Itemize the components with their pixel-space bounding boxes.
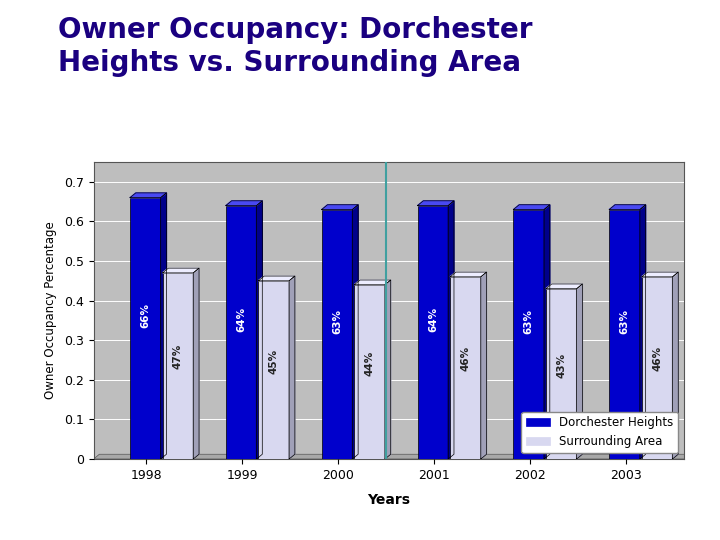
Polygon shape bbox=[163, 268, 199, 273]
Polygon shape bbox=[481, 272, 487, 459]
Text: 47%: 47% bbox=[173, 344, 183, 369]
FancyBboxPatch shape bbox=[418, 206, 449, 459]
FancyBboxPatch shape bbox=[226, 206, 256, 459]
Text: 46%: 46% bbox=[461, 346, 470, 372]
Polygon shape bbox=[642, 272, 678, 277]
FancyBboxPatch shape bbox=[450, 277, 481, 459]
Text: 45%: 45% bbox=[269, 348, 279, 374]
FancyBboxPatch shape bbox=[354, 285, 385, 459]
FancyBboxPatch shape bbox=[163, 273, 193, 459]
FancyBboxPatch shape bbox=[546, 289, 577, 459]
Polygon shape bbox=[672, 272, 678, 459]
Polygon shape bbox=[258, 276, 295, 281]
Text: 64%: 64% bbox=[428, 307, 438, 332]
Legend: Dorchester Heights, Surrounding Area: Dorchester Heights, Surrounding Area bbox=[521, 411, 678, 453]
X-axis label: Years: Years bbox=[367, 493, 410, 507]
Polygon shape bbox=[449, 201, 454, 459]
FancyBboxPatch shape bbox=[130, 198, 161, 459]
Polygon shape bbox=[289, 276, 295, 459]
Text: 63%: 63% bbox=[332, 309, 342, 334]
Polygon shape bbox=[544, 205, 550, 459]
FancyBboxPatch shape bbox=[642, 277, 672, 459]
Text: 44%: 44% bbox=[364, 350, 374, 376]
Y-axis label: Owner Occupancy Percentage: Owner Occupancy Percentage bbox=[44, 221, 57, 400]
Text: Owner Occupancy: Dorchester
Heights vs. Surrounding Area: Owner Occupancy: Dorchester Heights vs. … bbox=[58, 16, 532, 77]
Polygon shape bbox=[94, 454, 690, 459]
Polygon shape bbox=[546, 284, 582, 289]
Polygon shape bbox=[130, 193, 166, 198]
Text: 63%: 63% bbox=[620, 309, 629, 334]
Polygon shape bbox=[256, 201, 262, 459]
Polygon shape bbox=[385, 280, 391, 459]
Text: 66%: 66% bbox=[140, 303, 150, 328]
Polygon shape bbox=[513, 205, 550, 210]
Polygon shape bbox=[193, 268, 199, 459]
Text: 46%: 46% bbox=[652, 346, 662, 372]
Polygon shape bbox=[226, 201, 262, 206]
Polygon shape bbox=[577, 284, 582, 459]
FancyBboxPatch shape bbox=[513, 210, 544, 459]
Polygon shape bbox=[354, 280, 391, 285]
Text: 64%: 64% bbox=[236, 307, 246, 332]
Polygon shape bbox=[352, 205, 358, 459]
Polygon shape bbox=[322, 205, 358, 210]
FancyBboxPatch shape bbox=[609, 210, 640, 459]
Text: 63%: 63% bbox=[523, 309, 534, 334]
Polygon shape bbox=[418, 201, 454, 206]
Polygon shape bbox=[161, 193, 166, 459]
FancyBboxPatch shape bbox=[258, 281, 289, 459]
Polygon shape bbox=[640, 205, 646, 459]
Text: 43%: 43% bbox=[557, 353, 567, 378]
Polygon shape bbox=[609, 205, 646, 210]
Polygon shape bbox=[450, 272, 487, 277]
FancyBboxPatch shape bbox=[322, 210, 352, 459]
